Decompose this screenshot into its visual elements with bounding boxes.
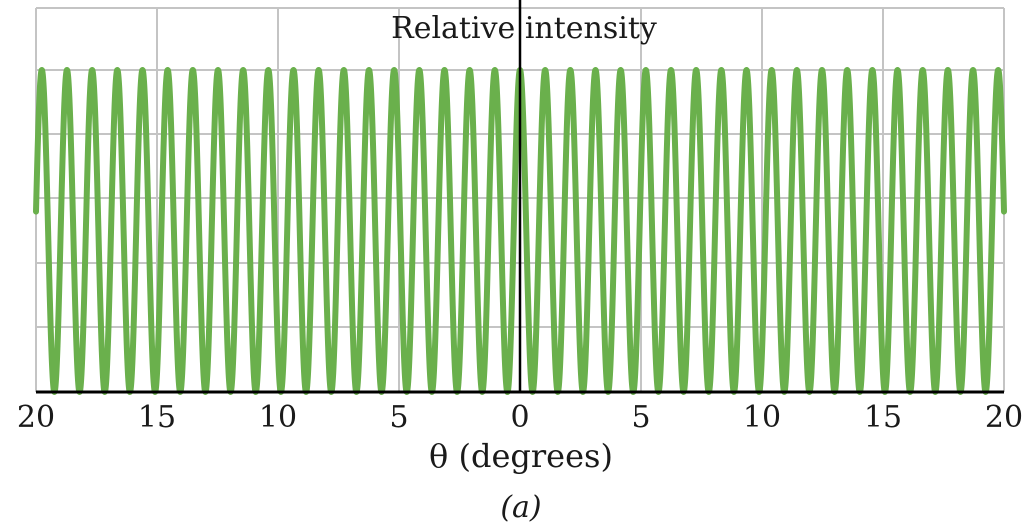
y-axis-label: Relative intensity [391, 11, 657, 46]
x-tick-label: 10 [259, 400, 297, 435]
x-tick-label: 10 [743, 400, 781, 435]
x-tick-label: 5 [631, 400, 650, 435]
x-tick-label: 0 [510, 400, 529, 435]
x-tick-label: 15 [138, 400, 176, 435]
x-axis-title: θ (degrees) [429, 437, 613, 475]
x-tick-label: 5 [389, 400, 408, 435]
x-tick-label: 20 [985, 400, 1023, 435]
x-tick-label: 15 [864, 400, 902, 435]
x-tick-labels: 20 15 10 5 0 5 10 15 20 [17, 400, 1023, 435]
x-tick-label: 20 [17, 400, 55, 435]
chart-axes [36, 0, 1004, 394]
figure-caption: (a) [500, 490, 541, 525]
